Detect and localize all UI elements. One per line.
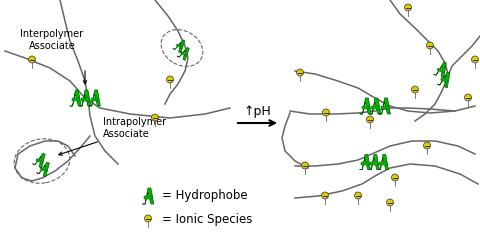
Polygon shape: [369, 98, 381, 114]
Polygon shape: [177, 47, 189, 61]
Polygon shape: [437, 68, 444, 73]
Polygon shape: [381, 107, 388, 109]
Circle shape: [322, 192, 328, 199]
Polygon shape: [176, 44, 182, 48]
Text: = Hydrophobe: = Hydrophobe: [162, 189, 248, 202]
Polygon shape: [72, 98, 79, 101]
Circle shape: [405, 4, 411, 11]
Text: = Ionic Species: = Ionic Species: [162, 213, 252, 226]
Polygon shape: [36, 162, 49, 177]
Circle shape: [411, 86, 419, 93]
Polygon shape: [91, 98, 98, 101]
Polygon shape: [144, 197, 152, 199]
Polygon shape: [79, 90, 91, 106]
Polygon shape: [142, 188, 154, 204]
Polygon shape: [89, 90, 100, 106]
Circle shape: [471, 56, 479, 63]
Polygon shape: [361, 107, 369, 109]
Circle shape: [423, 142, 431, 149]
Polygon shape: [433, 62, 446, 78]
Circle shape: [167, 76, 173, 83]
Circle shape: [323, 109, 329, 116]
Circle shape: [427, 42, 433, 49]
Polygon shape: [33, 153, 45, 168]
Polygon shape: [371, 107, 379, 109]
Circle shape: [465, 94, 471, 101]
Circle shape: [392, 174, 398, 181]
Polygon shape: [36, 158, 43, 163]
Circle shape: [144, 215, 152, 222]
Circle shape: [355, 192, 361, 199]
Polygon shape: [70, 90, 81, 106]
Circle shape: [301, 162, 309, 169]
Text: ↑pH: ↑pH: [243, 105, 271, 118]
Circle shape: [297, 69, 303, 76]
Text: Interpolymer
Associate: Interpolymer Associate: [21, 30, 84, 51]
Circle shape: [152, 114, 158, 121]
Polygon shape: [173, 40, 185, 53]
Polygon shape: [379, 98, 390, 114]
Polygon shape: [378, 154, 388, 169]
Polygon shape: [360, 154, 371, 169]
Polygon shape: [360, 98, 371, 114]
Polygon shape: [40, 167, 47, 172]
Circle shape: [386, 199, 394, 206]
Text: Intrapolymer
Associate: Intrapolymer Associate: [103, 117, 166, 139]
Polygon shape: [361, 162, 369, 165]
Polygon shape: [371, 162, 378, 165]
Polygon shape: [379, 162, 386, 165]
Polygon shape: [437, 72, 450, 88]
Polygon shape: [81, 98, 89, 101]
Polygon shape: [369, 154, 379, 169]
Polygon shape: [441, 78, 448, 83]
Circle shape: [28, 56, 36, 63]
Circle shape: [367, 116, 373, 123]
Polygon shape: [180, 52, 187, 56]
